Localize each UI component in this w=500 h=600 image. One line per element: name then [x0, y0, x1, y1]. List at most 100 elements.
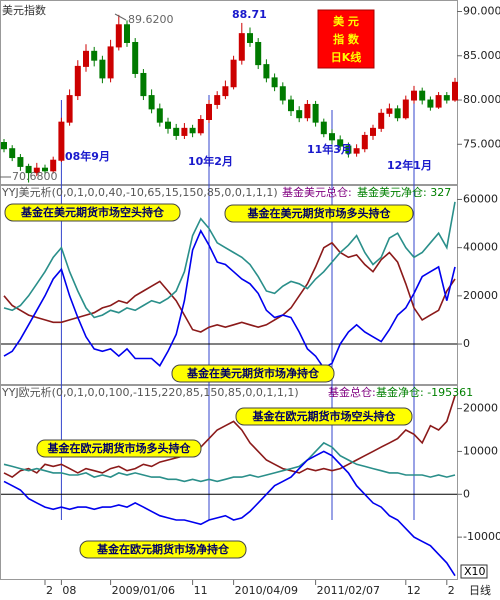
candle-body [296, 110, 303, 119]
candle-body [91, 50, 98, 61]
annotation: 88.71 [232, 8, 267, 21]
candle-body [42, 167, 48, 172]
panel-title: YYJ欧元析(0,0,1,0,0,100,-115,220,85,150,85,… [1, 385, 299, 399]
candle-body [402, 99, 409, 119]
legend-label: 基金在欧元期货市场净持仓 [96, 542, 230, 556]
candle-body [370, 127, 376, 136]
y-tick-label: 60000 [463, 192, 498, 205]
legend-box [235, 407, 413, 426]
candle-body [148, 95, 155, 110]
peak-arrow [114, 13, 127, 21]
candle-body [189, 127, 196, 134]
candle-body [1, 142, 7, 150]
panel-title: YYJ美元析(0,0,1,0,0,40,-10,65,15,150,85,0,0… [1, 185, 278, 199]
panel-subtitle: 基金美元总仓: [282, 185, 352, 199]
candle-body [74, 65, 81, 97]
annotation: 11年3月 [307, 142, 352, 156]
x-tick-label: 2011/02/07 [317, 584, 380, 597]
legend-label: 基金在欧元期货市场空头持仓 [252, 409, 397, 423]
legend-label: 基金在美元期货市场空头持仓 [20, 205, 165, 219]
candle-body [304, 103, 311, 119]
candle-body [197, 118, 204, 134]
y-tick-label: 80.0000 [463, 93, 500, 106]
candle-body [132, 41, 139, 74]
y-tick-label: 90.0000 [463, 5, 500, 18]
series-line [3, 441, 456, 483]
legend-box [171, 364, 335, 383]
candle-body [214, 95, 221, 105]
candle-body [124, 24, 130, 43]
candle-body [394, 108, 401, 119]
candle-body [58, 121, 65, 161]
annotation: 10年2月 [188, 154, 233, 168]
x-tick-label: 2 [46, 584, 53, 597]
panel-subtitle: 基金美元净仓: 327 [357, 185, 451, 199]
candle-body [9, 148, 16, 159]
candle-body [337, 139, 344, 147]
x-tick-label: 12 [407, 584, 421, 597]
candle-body [66, 95, 73, 123]
candle-body [230, 59, 237, 88]
candle-body [419, 90, 426, 101]
candle-body [25, 165, 32, 174]
y-tick-label: 0 [463, 487, 470, 500]
badge-box [317, 9, 375, 69]
annotation: 70.6800 [12, 170, 58, 183]
y-tick-label: 75.0000 [463, 137, 500, 150]
period-label: 日线 [469, 583, 491, 597]
series-line [3, 241, 456, 333]
x-tick-label: 2009/01/06 [112, 584, 175, 597]
candle-body [83, 50, 89, 67]
candle-body [247, 33, 253, 43]
candle-body [271, 77, 278, 88]
y-tick-label: 20000 [463, 402, 498, 415]
chart-title: 美元指数 [2, 3, 46, 17]
zoom-box [460, 564, 488, 579]
legend-box [36, 439, 202, 458]
candle-body [238, 33, 245, 61]
badge-text: 日K线 [331, 50, 362, 64]
candle-body [115, 24, 122, 48]
candle-body [411, 90, 417, 101]
y-tick-label: 40000 [463, 241, 498, 254]
x-tick-label: 11 [194, 584, 208, 597]
candle-body [288, 99, 294, 112]
series-line [3, 201, 456, 319]
series-line [3, 228, 456, 370]
candle-body [279, 86, 286, 101]
series-line [3, 450, 456, 577]
annotation: 89.6200 [128, 13, 174, 26]
candle-body [345, 145, 352, 154]
legend-box [4, 203, 181, 222]
candle-body [107, 46, 114, 79]
legend-label: 基金在美元期货市场多头持仓 [247, 206, 392, 220]
y-tick-label: 85.0000 [463, 49, 500, 62]
candle-body [222, 86, 229, 97]
candle-body [443, 95, 450, 101]
x-tick-label: 08 [62, 584, 76, 597]
badge-text: 美 元 [333, 14, 359, 28]
series-line [3, 395, 456, 479]
candle-body [50, 159, 57, 172]
candle-body [386, 108, 393, 114]
candle-body [173, 127, 180, 136]
candle-body [206, 103, 212, 120]
candle-body [353, 148, 360, 154]
candle-body [312, 103, 319, 123]
y-tick-label: 10000 [463, 444, 498, 457]
candle-body [165, 121, 171, 129]
y-tick-label: 20000 [463, 289, 498, 302]
legend-label: 基金在美元期货市场净持仓 [186, 366, 320, 380]
candle-body [329, 133, 335, 141]
legend-box [224, 204, 414, 223]
panel-subtitle: 基金总仓: [328, 385, 376, 399]
candle-body [181, 127, 188, 136]
x-tick-label: 2010/04/09 [235, 584, 298, 597]
candle-body [378, 112, 385, 129]
candle-body [99, 59, 106, 79]
candle-body [435, 95, 442, 108]
candle-body [263, 64, 270, 79]
candle-body [156, 108, 163, 123]
